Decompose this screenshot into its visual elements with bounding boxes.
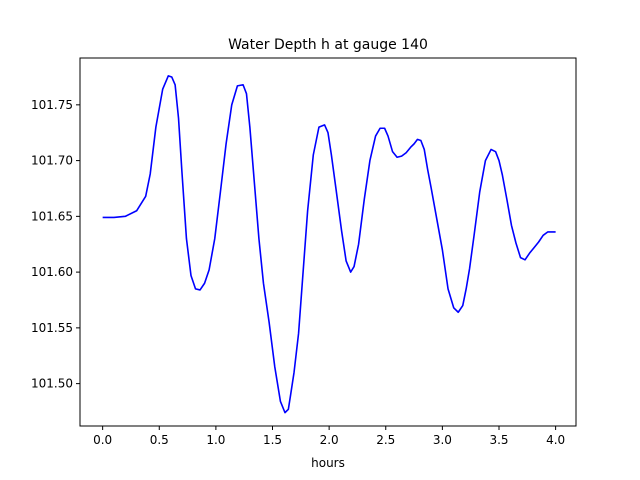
y-tick-label: 101.75 <box>31 98 73 112</box>
x-tick-label: 2.5 <box>376 433 395 447</box>
x-axis: 0.0 0.5 1.0 1.5 2.0 2.5 3.0 3.5 4.0 <box>93 426 565 447</box>
y-tick-label: 101.65 <box>31 209 73 223</box>
x-tick-label: 0.0 <box>93 433 112 447</box>
x-tick-label: 1.0 <box>206 433 225 447</box>
x-tick-label: 1.5 <box>263 433 282 447</box>
chart-title: Water Depth h at gauge 140 <box>228 37 428 53</box>
x-tick-label: 3.0 <box>433 433 452 447</box>
y-tick-label: 101.50 <box>31 377 73 391</box>
series-line-0 <box>102 75 556 414</box>
x-axis-label: hours <box>311 456 345 470</box>
plot-frame <box>79 57 577 427</box>
x-tick-label: 2.0 <box>320 433 339 447</box>
y-tick-label: 101.55 <box>31 321 73 335</box>
y-axis: 101.50 101.55 101.60 101.65 101.70 101.75 <box>31 98 80 391</box>
y-tick-label: 101.60 <box>31 265 73 279</box>
x-tick-label: 4.0 <box>546 433 565 447</box>
y-tick-label: 101.70 <box>31 154 73 168</box>
series-layer <box>102 75 556 414</box>
x-tick-label: 3.5 <box>489 433 508 447</box>
x-tick-label: 0.5 <box>150 433 169 447</box>
